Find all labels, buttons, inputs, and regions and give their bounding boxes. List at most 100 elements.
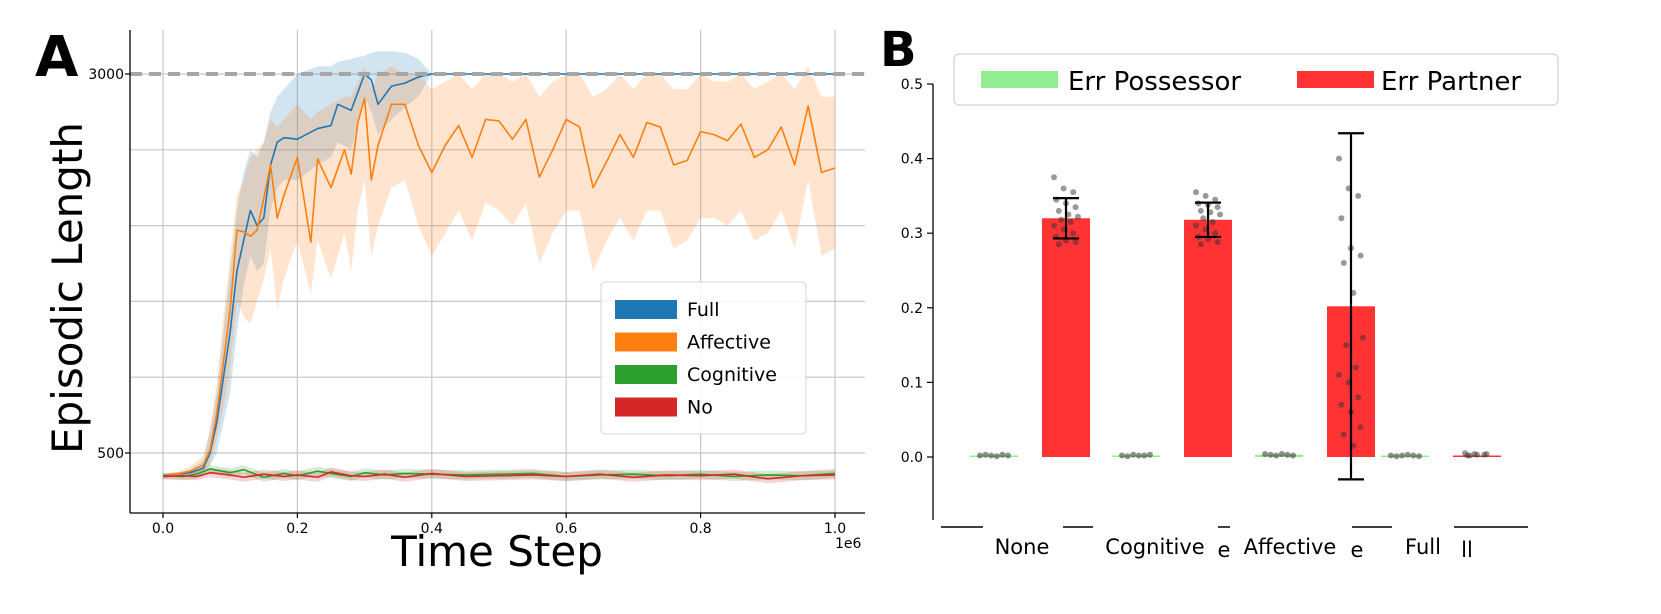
point-err-partner xyxy=(1200,215,1207,222)
point-err-partner xyxy=(1067,219,1074,226)
point-err-partner xyxy=(1072,239,1079,246)
point-err-possessor xyxy=(1119,452,1125,459)
point-err-partner xyxy=(1055,207,1062,214)
category-overflow-cognitive: e xyxy=(1218,538,1231,562)
point-err-possessor xyxy=(1141,452,1148,459)
point-err-possessor xyxy=(1399,452,1406,459)
panel-a-xtick-label-4: 0.8 xyxy=(689,521,711,537)
point-err-partner xyxy=(1075,213,1081,220)
legend-label-full: Full xyxy=(687,299,720,321)
panel-a-xtick-label-0: 0.0 xyxy=(152,521,174,537)
point-err-partner xyxy=(1214,239,1221,246)
legend-label-no: No xyxy=(687,397,713,419)
panel-a-legend: Full Affective Cognitive No xyxy=(600,281,807,435)
panel-b-chart: 0.0 0.1 0.2 0.3 0.4 0.5 None Cognitive e Affecti… xyxy=(901,53,1559,562)
series-line-no xyxy=(162,471,836,480)
panel-a-x-axis-title: Time Step xyxy=(390,527,603,576)
point-err-partner xyxy=(1336,155,1342,162)
point-err-possessor xyxy=(1124,453,1131,460)
point-err-possessor xyxy=(1410,452,1417,459)
legend-swatch-affective xyxy=(615,332,677,352)
panel-label-b: B xyxy=(880,22,917,78)
point-err-possessor xyxy=(1135,452,1142,459)
panel-b-error-bars xyxy=(1053,132,1364,481)
point-err-partner xyxy=(1193,189,1199,196)
panel-b-category-labels: None Cognitive e Affective e Full ll xyxy=(941,526,1528,562)
panel-b-legend-frame xyxy=(953,53,1559,106)
point-err-partner xyxy=(1360,334,1366,341)
legend-label-err-partner: Err Partner xyxy=(1381,67,1521,97)
series-line-affective xyxy=(162,97,836,477)
series-band-affective xyxy=(163,66,835,478)
point-err-possessor xyxy=(1388,452,1394,459)
point-err-possessor xyxy=(999,451,1006,458)
category-label-full: Full xyxy=(1405,535,1441,559)
category-overflow-affective: e xyxy=(1351,538,1364,562)
point-err-possessor xyxy=(1290,452,1296,459)
point-err-possessor xyxy=(1416,453,1422,460)
bar-err-partner-cognitive xyxy=(1184,219,1232,457)
panel-b-ytick-label-2: 0.2 xyxy=(901,301,923,317)
point-err-partner xyxy=(1340,260,1347,267)
point-err-partner xyxy=(1466,452,1473,459)
panel-b-ytick-label-4: 0.4 xyxy=(901,152,923,168)
point-err-possessor xyxy=(1267,451,1274,458)
category-label-none: None xyxy=(995,535,1050,559)
bar-err-partner-none xyxy=(1042,218,1090,457)
panel-b-legend: Err Possessor Err Partner xyxy=(953,53,1559,106)
panel-a-axes xyxy=(129,30,865,514)
point-err-possessor xyxy=(993,453,1000,460)
point-err-partner xyxy=(1212,230,1219,237)
point-err-partner xyxy=(1336,371,1342,378)
point-err-partner xyxy=(1338,401,1345,408)
point-err-possessor xyxy=(1005,452,1011,459)
point-err-partner xyxy=(1051,174,1057,181)
point-err-possessor xyxy=(1273,452,1280,459)
series-line-full xyxy=(162,73,835,477)
category-overflow-full: ll xyxy=(1461,538,1473,562)
point-err-possessor xyxy=(1278,451,1285,458)
category-label-cognitive: Cognitive xyxy=(1105,535,1204,559)
panel-a-xtick-label-3: 0.6 xyxy=(555,521,577,537)
panel-a-tick-labels: 0.0 0.2 0.4 0.6 0.8 1.0 500 3000 xyxy=(88,67,846,537)
legend-label-cognitive: Cognitive xyxy=(687,364,777,386)
point-err-partner xyxy=(1357,424,1364,431)
legend-swatch-full xyxy=(615,300,677,319)
legend-swatch-err-possessor xyxy=(981,71,1058,88)
panel-a-xtick-label-5: 1.0 xyxy=(824,521,846,537)
panel-a-x-multiplier: 1e6 xyxy=(835,536,862,552)
point-err-partner xyxy=(1070,230,1077,237)
point-err-partner xyxy=(1338,215,1345,222)
point-err-partner xyxy=(1343,342,1350,349)
point-err-partner xyxy=(1070,189,1077,196)
panel-b-points xyxy=(977,155,1490,460)
legend-label-err-possessor: Err Possessor xyxy=(1068,67,1241,97)
legend-swatch-no xyxy=(615,397,677,417)
panel-a-ytick-label-1: 3000 xyxy=(88,67,124,83)
point-err-partner xyxy=(1193,222,1199,229)
panel-a-y-axis-title: Episodic Length xyxy=(43,122,92,454)
point-err-partner xyxy=(1483,451,1490,458)
point-err-possessor xyxy=(1404,451,1411,458)
point-err-possessor xyxy=(982,451,989,458)
legend-swatch-cognitive xyxy=(615,365,677,384)
point-err-possessor xyxy=(1130,451,1137,458)
point-err-possessor xyxy=(1284,451,1291,458)
point-err-partner xyxy=(1352,364,1359,371)
panel-a-lines xyxy=(162,73,836,480)
point-err-partner xyxy=(1055,241,1062,248)
point-err-partner xyxy=(1340,431,1347,438)
point-err-partner xyxy=(1355,394,1362,401)
panel-a-chart: 0.0 0.2 0.4 0.6 0.8 1.0 500 3000 Time Step Epis… xyxy=(43,30,865,576)
point-err-partner xyxy=(1209,219,1216,226)
panel-a-legend-frame xyxy=(600,281,807,435)
panel-b-ytick-label-1: 0.1 xyxy=(901,375,923,391)
point-err-partner xyxy=(1214,204,1221,211)
point-err-partner xyxy=(1060,185,1067,192)
panel-b-tick-labels: 0.0 0.1 0.2 0.3 0.4 0.5 xyxy=(901,77,933,466)
point-err-possessor xyxy=(1393,453,1400,460)
point-err-partner xyxy=(1355,192,1362,199)
panel-label-a: A xyxy=(35,25,79,90)
point-err-partner xyxy=(1072,204,1079,211)
panel-a-xtick-label-1: 0.2 xyxy=(286,521,308,537)
